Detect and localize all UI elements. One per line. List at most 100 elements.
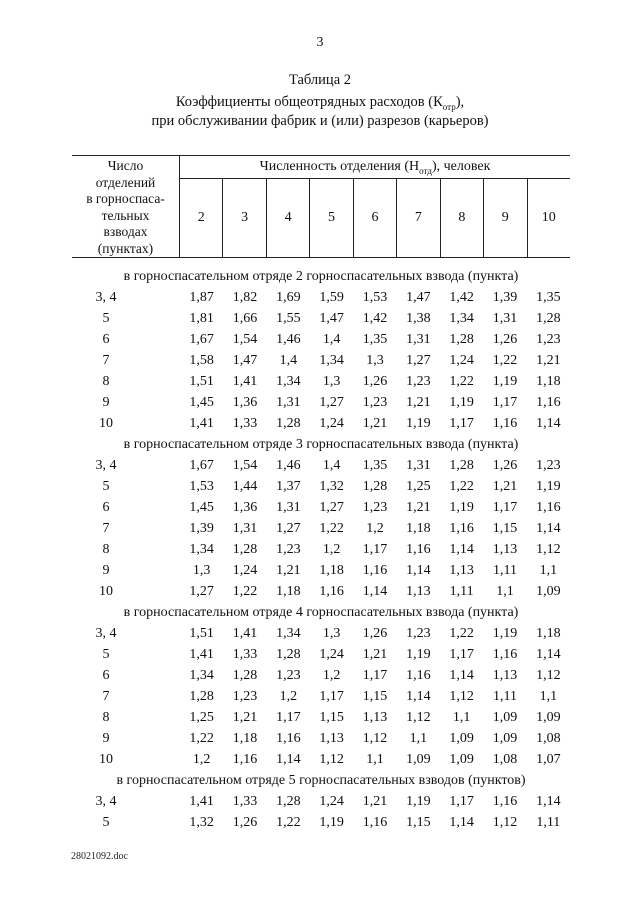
value-cell: 1,18: [232, 731, 258, 746]
value-cell: 1,11: [493, 689, 517, 704]
value-cell: 1,24: [449, 353, 474, 368]
value-cell: 1,33: [232, 416, 258, 431]
value-cell: 1,28: [232, 668, 258, 683]
value-cell: 1,09: [406, 752, 431, 767]
value-cell: 1,41: [189, 416, 214, 431]
value-cell: 1,45: [189, 395, 214, 410]
value-cell: 1,28: [189, 689, 214, 704]
value-cell: 1,22: [449, 626, 474, 641]
value-cell: 1,18: [406, 521, 431, 536]
value-cell: 1,19: [449, 500, 474, 515]
value-cell: 1,23: [276, 668, 301, 683]
doc-title-line1-text: Коэффициенты общеотрядных расходов (К: [175, 94, 443, 110]
value-cell: 1,3: [192, 563, 211, 578]
value-cell: 1,36: [232, 500, 258, 515]
section-header: в горноспасательном отряде 3 горноспасат…: [123, 437, 519, 452]
value-cell: 1,16: [449, 521, 474, 536]
value-cell: 1,54: [232, 332, 258, 347]
value-cell: 1,09: [536, 584, 561, 599]
column-headers-row: 2 3 4 5 6 7 8 9 10: [180, 179, 570, 257]
value-cell: 1,19: [406, 794, 431, 809]
value-cell: 1,13: [406, 584, 431, 599]
value-cell: 1,4: [322, 332, 341, 347]
value-cell: 1,27: [276, 521, 301, 536]
value-cell: 1,12: [406, 710, 431, 725]
value-cell: 1,13: [492, 542, 518, 557]
value-cell: 1,34: [276, 626, 301, 641]
value-cell: 1,12: [536, 668, 561, 683]
value-cell: 1,12: [449, 689, 474, 704]
value-cell: 1,34: [276, 374, 301, 389]
footer-filename: 28021092.doc: [71, 851, 128, 862]
value-cell: 1,16: [362, 815, 388, 830]
table-row: 5 1,32 1,26 1,22 1,19 1,16 1,15 1,14 1,12 1,11: [72, 812, 570, 833]
value-cell: 1,23: [232, 689, 258, 704]
value-cell: 1,34: [449, 311, 474, 326]
value-cell: 1,36: [232, 395, 258, 410]
row-label: 3, 4: [95, 626, 117, 641]
value-cell: 1,08: [536, 731, 561, 746]
table-row: 8 1,51 1,41 1,34 1,3 1,26 1,23 1,22 1,19 1,18: [72, 371, 570, 392]
row-label: 7: [102, 353, 110, 368]
column-group-header: Численность отделения (Нотд), человек: [180, 156, 570, 179]
value-cell: 1,42: [362, 311, 388, 326]
doc-title-line1-tail: ),: [455, 94, 465, 110]
value-cell: 1,21: [406, 395, 431, 410]
column-header: 9: [483, 179, 526, 257]
row-label: 5: [102, 479, 110, 494]
value-cell: 1,46: [276, 458, 301, 473]
value-cell: 1,35: [536, 290, 561, 305]
column-group-text: Численность отделения (Н: [259, 159, 420, 174]
value-cell: 1,28: [536, 311, 561, 326]
table-caption: Таблица 2: [288, 72, 351, 88]
value-cell: 1,28: [232, 542, 258, 557]
value-cell: 1,31: [492, 311, 518, 326]
value-cell: 1,18: [276, 584, 301, 599]
value-cell: 1,21: [362, 416, 388, 431]
row-label: 3, 4: [95, 290, 117, 305]
value-cell: 1,16: [492, 416, 518, 431]
column-header: 6: [352, 179, 396, 257]
value-cell: 1,21: [362, 794, 388, 809]
column-header: 3: [222, 179, 265, 257]
value-cell: 1,19: [449, 395, 474, 410]
value-cell: 1,2: [192, 752, 211, 767]
value-cell: 1,15: [319, 710, 344, 725]
value-cell: 1,15: [492, 521, 518, 536]
value-cell: 1,24: [319, 416, 344, 431]
value-cell: 1,28: [362, 479, 388, 494]
value-cell: 1,19: [406, 647, 431, 662]
value-cell: 1,32: [189, 815, 214, 830]
value-cell: 1,28: [276, 647, 301, 662]
table-row: 6 1,45 1,36 1,31 1,27 1,23 1,21 1,19 1,17 1,16: [72, 497, 570, 518]
table-row: 10 1,2 1,16 1,14 1,12 1,1 1,09 1,09 1,08 1,07: [72, 749, 570, 770]
value-cell: 1,09: [449, 731, 474, 746]
value-cell: 1,12: [319, 752, 344, 767]
table-row: 3, 4 1,51 1,41 1,34 1,3 1,26 1,23 1,22 1,19 1,18: [72, 623, 570, 644]
value-cell: 1,26: [492, 332, 518, 347]
value-cell: 1,2: [322, 668, 341, 683]
value-cell: 1,18: [536, 374, 561, 389]
value-cell: 1,21: [362, 647, 388, 662]
value-cell: 1,14: [276, 752, 301, 767]
value-cell: 1,27: [406, 353, 431, 368]
value-cell: 1,23: [362, 395, 388, 410]
value-cell: 1,09: [492, 710, 518, 725]
row-label: 6: [102, 332, 110, 347]
value-cell: 1,67: [189, 458, 214, 473]
value-cell: 1,4: [322, 458, 341, 473]
page-number: 3: [316, 35, 324, 50]
value-cell: 1,2: [366, 521, 384, 536]
value-cell: 1,31: [276, 395, 301, 410]
value-cell: 1,12: [362, 731, 388, 746]
table-row: 7 1,39 1,31 1,27 1,22 1,2 1,18 1,16 1,15 1,14: [72, 518, 570, 539]
row-label: 10: [99, 752, 113, 767]
value-cell: 1,14: [536, 647, 561, 662]
value-cell: 1,16: [319, 584, 344, 599]
row-label: 5: [102, 647, 110, 662]
value-cell: 1,55: [276, 311, 301, 326]
value-cell: 1,09: [536, 710, 561, 725]
value-cell: 1,17: [449, 794, 474, 809]
row-label: 7: [102, 689, 110, 704]
